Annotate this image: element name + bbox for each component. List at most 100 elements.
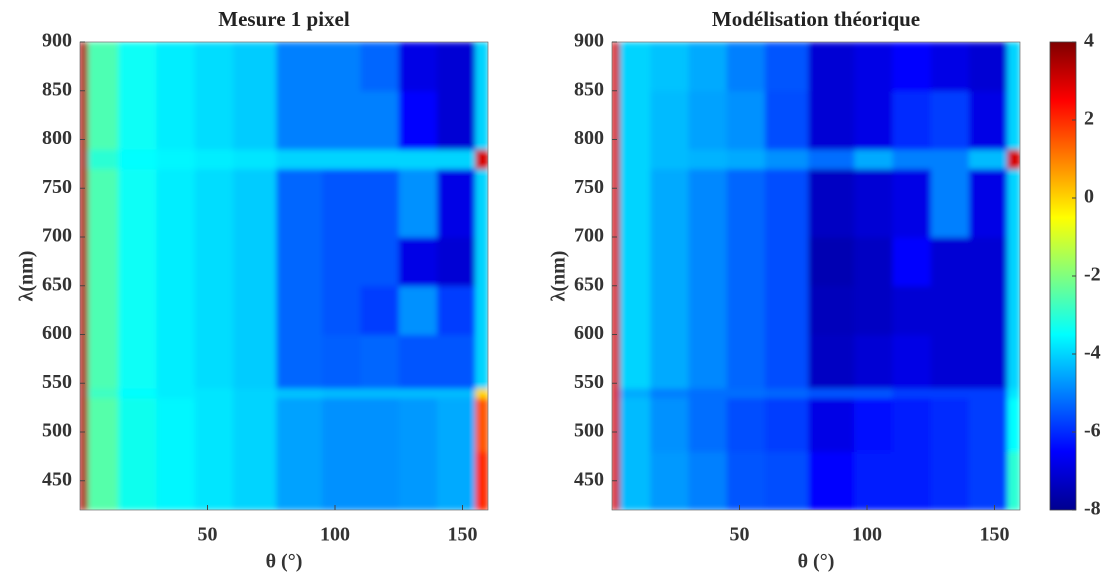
heat-cell (854, 42, 893, 92)
heat-cell (398, 149, 438, 170)
heat-cell (612, 42, 621, 92)
heatmap (612, 42, 1020, 510)
heat-cell (619, 90, 651, 150)
heat-cell (80, 334, 89, 389)
heat-cell (892, 168, 932, 238)
heat-cell (398, 237, 438, 287)
heat-cell (930, 451, 970, 510)
heatmap-cells (80, 42, 488, 510)
heat-cell (360, 451, 400, 510)
heat-cell (688, 285, 728, 335)
heat-cell (475, 388, 488, 399)
heat-cell (437, 397, 476, 452)
y-tick-label: 650 (574, 273, 604, 295)
heat-cell (726, 451, 766, 510)
heat-cell (80, 285, 89, 335)
heat-cell (892, 388, 932, 399)
y-tick-label: 700 (42, 225, 72, 247)
heat-cell (118, 168, 157, 238)
heat-cell (194, 451, 234, 510)
heat-cell (1007, 285, 1020, 335)
heat-cell (475, 451, 488, 510)
heat-cell (1007, 334, 1020, 389)
y-tick-label: 450 (574, 468, 604, 490)
heat-cell (233, 149, 277, 170)
heat-cell (619, 451, 651, 510)
heat-cell (969, 451, 1008, 510)
heat-cell (475, 90, 488, 150)
heat-cell (233, 42, 277, 92)
heat-cell (322, 388, 361, 399)
heat-cell (360, 168, 400, 238)
heat-cell (80, 237, 89, 287)
heat-cell (194, 237, 234, 287)
heat-cell (619, 168, 651, 238)
heat-cell (87, 334, 119, 389)
heat-cell (276, 237, 323, 287)
y-tick-label: 750 (574, 176, 604, 198)
heat-cell (854, 149, 893, 170)
heat-cell (765, 451, 809, 510)
heat-cell (360, 149, 400, 170)
heat-cell (233, 168, 277, 238)
heat-cell (688, 42, 728, 92)
heat-cell (87, 149, 119, 170)
heat-cell (969, 388, 1008, 399)
colorbar-tick-label: 4 (1084, 30, 1094, 52)
heat-cell (612, 388, 621, 399)
heat-cell (233, 334, 277, 389)
heat-cell (650, 334, 689, 389)
heat-cell (892, 237, 932, 287)
heat-cell (437, 334, 476, 389)
heat-cell (156, 397, 196, 452)
heat-cell (726, 149, 766, 170)
heat-cell (194, 334, 234, 389)
heat-cell (612, 397, 621, 452)
heat-cell (892, 334, 932, 389)
heat-cell (360, 397, 400, 452)
heat-cell (194, 168, 234, 238)
heat-cell (1007, 451, 1020, 510)
heat-cell (276, 388, 323, 399)
heat-cell (892, 285, 932, 335)
heat-cell (87, 397, 119, 452)
colorbar-tick-label: -2 (1084, 264, 1101, 286)
heat-cell (969, 334, 1008, 389)
heat-cell (322, 90, 361, 150)
heat-cell (619, 237, 651, 287)
heat-cell (194, 90, 234, 150)
heat-cell (80, 90, 89, 150)
heat-cell (87, 90, 119, 150)
heat-cell (322, 397, 361, 452)
heat-cell (765, 388, 809, 399)
heat-cell (765, 285, 809, 335)
heatmap (80, 42, 488, 510)
heat-cell (854, 285, 893, 335)
heat-cell (118, 149, 157, 170)
heat-cell (765, 397, 809, 452)
colorbar-tick-label: 0 (1084, 186, 1094, 208)
heat-cell (118, 334, 157, 389)
plot-frame (79, 41, 489, 511)
heat-cell (808, 285, 855, 335)
heat-cell (765, 334, 809, 389)
heat-cell (156, 42, 196, 92)
heat-cell (194, 285, 234, 335)
heat-cell (808, 237, 855, 287)
x-tick-label: 100 (852, 524, 882, 546)
heat-cell (612, 168, 621, 238)
heat-cell (808, 90, 855, 150)
y-tick-label: 550 (42, 371, 72, 393)
heat-cell (969, 285, 1008, 335)
heat-cell (1007, 237, 1020, 287)
heat-cell (969, 397, 1008, 452)
colorbar (1049, 41, 1077, 511)
y-tick-label: 500 (574, 420, 604, 442)
heat-cell (854, 334, 893, 389)
heat-cell (398, 388, 438, 399)
heat-cell (650, 168, 689, 238)
heat-cell (118, 451, 157, 510)
heat-cell (650, 149, 689, 170)
heat-cell (233, 451, 277, 510)
heat-cell (233, 90, 277, 150)
